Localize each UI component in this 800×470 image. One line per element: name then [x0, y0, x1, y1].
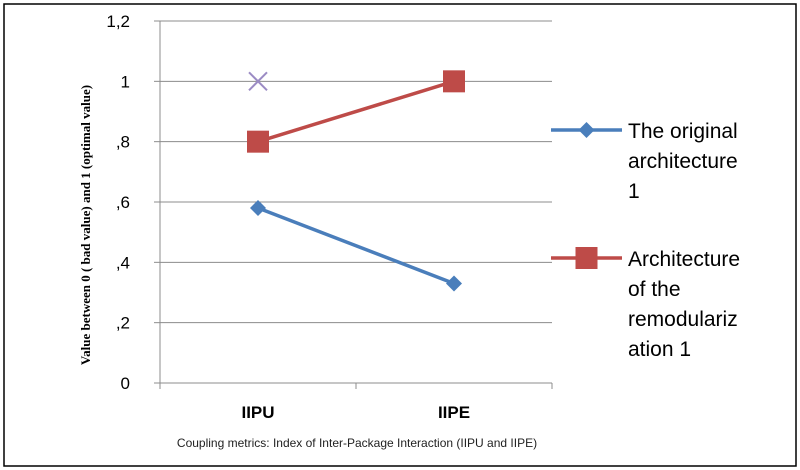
grid — [160, 20, 552, 324]
data-point — [443, 70, 465, 93]
legend-marker — [578, 122, 595, 138]
data-point — [247, 130, 269, 153]
x-category-label: IIPE — [438, 403, 470, 422]
legend-marker — [575, 247, 598, 269]
x-marker-stroke — [248, 71, 268, 92]
y-tick-label: 1,2 — [106, 12, 130, 31]
y-tick-label: 1 — [121, 72, 130, 91]
series-line — [257, 206, 455, 286]
legend-label: The original — [628, 120, 738, 143]
x-category-labels: IIPU IIPE — [241, 403, 470, 422]
y-tick-label: ,2 — [116, 314, 130, 333]
legend-label: remodulariz — [628, 308, 738, 331]
legend: The original architecture 1 Architecture of … — [551, 120, 740, 361]
legend-entry: The original architecture 1 — [551, 120, 738, 203]
series-line — [257, 79, 455, 144]
legend-label: Architecture — [628, 248, 740, 271]
data-point — [446, 275, 462, 292]
axes — [154, 20, 553, 389]
y-tick-label: 0 — [121, 374, 130, 393]
legend-label: architecture — [628, 150, 738, 173]
y-tick-label: ,4 — [116, 253, 130, 272]
y-axis-label: Value between 0 ( bad value) and 1 (opti… — [78, 85, 93, 365]
series — [247, 70, 465, 292]
legend-label: 1 — [628, 180, 640, 203]
y-tick-labels: 0 ,2 ,4 ,6 ,8 1 1,2 — [106, 12, 130, 393]
x-axis-label: Coupling metrics: Index of Inter-Package… — [177, 436, 537, 450]
x-marker — [248, 71, 268, 92]
legend-label: ation 1 — [628, 338, 691, 361]
x-category-label: IIPU — [241, 403, 274, 422]
annotations — [248, 71, 268, 92]
y-tick-label: ,8 — [116, 133, 130, 152]
y-tick-label: ,6 — [116, 193, 130, 212]
legend-label: of the — [628, 278, 681, 301]
data-point — [250, 200, 266, 217]
legend-entry: Architecture of the remodulariz ation 1 — [551, 247, 740, 361]
